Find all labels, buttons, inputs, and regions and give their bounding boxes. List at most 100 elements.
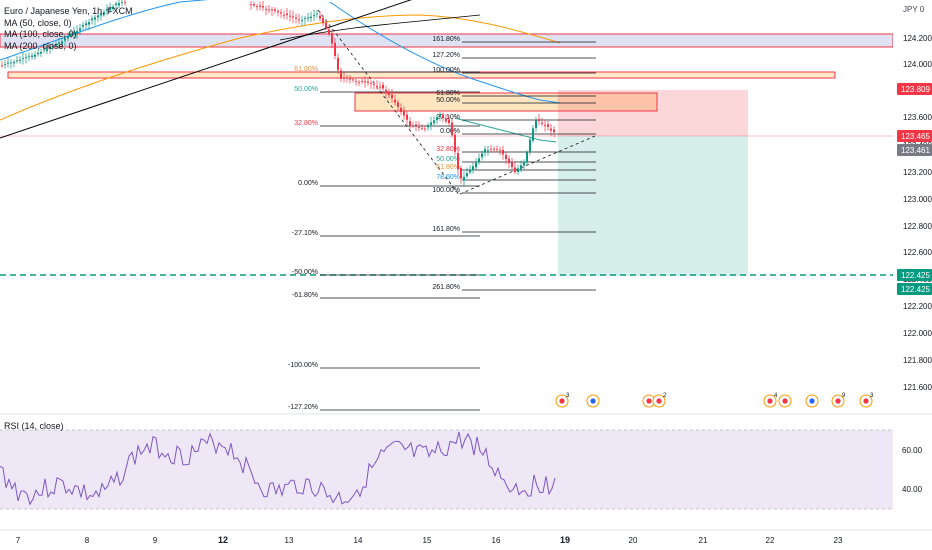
event-dot xyxy=(782,398,788,404)
candle-body xyxy=(109,8,111,11)
legend-ma-100[interactable]: MA (100, close, 0) xyxy=(4,29,77,40)
candle-body xyxy=(346,77,348,79)
candle-body xyxy=(448,119,450,124)
candle-body xyxy=(280,12,282,14)
candle-body xyxy=(496,148,498,150)
currency-value: 0 xyxy=(919,5,925,14)
candle-body xyxy=(82,25,84,27)
price-tick: 123.200 xyxy=(903,168,932,177)
candle-body xyxy=(268,9,270,11)
candle-body xyxy=(274,9,276,11)
price-tick: 123.600 xyxy=(903,113,932,122)
time-label: 20 xyxy=(629,536,638,545)
fib-level-label: -127.20% xyxy=(288,404,318,411)
fib-level-label: -27.10% xyxy=(292,230,318,237)
position-target-zone[interactable] xyxy=(558,136,748,276)
entry-zone[interactable] xyxy=(354,92,658,112)
price-tick: 121.600 xyxy=(903,383,932,392)
fib-retracement-lower[interactable]: 32.80% 50.00%61.80% 78.60% 100.00% 161.80% 26… xyxy=(432,146,596,291)
candle-body xyxy=(19,60,21,62)
fib-level-label: 32.80% xyxy=(294,120,318,127)
candle-body xyxy=(61,41,63,44)
price-badge xyxy=(897,283,932,295)
candle-body xyxy=(400,107,402,113)
candle-body xyxy=(445,118,447,122)
candle-body xyxy=(439,114,441,118)
candle-body xyxy=(250,4,252,5)
candle-body xyxy=(385,89,387,93)
fib-level-label: 50.00% xyxy=(436,156,460,163)
candle-body xyxy=(316,13,318,15)
fib-retracement-upper[interactable]: 161.80% 127.20% 100.00% 61.80%50.00% 27.10% 0… xyxy=(432,36,596,135)
price-tick: 122.200 xyxy=(903,302,932,311)
candle-body xyxy=(553,129,555,133)
candle-body xyxy=(295,17,297,19)
candle-body xyxy=(31,55,33,57)
price-tick: 124.200 xyxy=(903,34,932,43)
ma-50-line xyxy=(0,0,209,61)
candle-body xyxy=(70,33,72,36)
candle-body xyxy=(391,94,393,99)
fib-level-label: 100.00% xyxy=(432,67,460,74)
time-label: 8 xyxy=(85,536,90,545)
candle-body xyxy=(451,122,453,136)
candle-body xyxy=(79,28,81,31)
currency-label[interactable]: JPY 0 xyxy=(903,5,924,14)
candle-body xyxy=(529,139,531,152)
candle-body xyxy=(349,78,351,80)
time-label: 9 xyxy=(153,536,158,545)
symbol-title[interactable]: Euro / Japanese Yen, 1h, FXCM xyxy=(4,6,133,16)
economic-events[interactable]: 3 2 4 9 3 xyxy=(555,393,874,408)
candle-body xyxy=(277,11,279,13)
candle-body xyxy=(13,62,15,64)
candle-body xyxy=(256,6,258,8)
time-axis[interactable]: 7 8 9 12 13 14 15 16 19 20 21 22 23 xyxy=(16,535,843,545)
candle-body xyxy=(442,115,444,119)
candle-body xyxy=(22,57,24,59)
price-tick: 122.800 xyxy=(903,222,932,231)
fib-level-label: 161.80% xyxy=(432,36,460,43)
candle-body xyxy=(508,158,510,164)
resistance-zone-mid[interactable] xyxy=(7,71,836,79)
time-label: 22 xyxy=(766,536,775,545)
candle-body xyxy=(97,15,99,18)
candle-body xyxy=(40,51,42,54)
candle-body xyxy=(460,168,462,179)
price-badge xyxy=(897,144,932,156)
candle-body xyxy=(106,9,108,11)
trend-line[interactable] xyxy=(0,0,440,139)
candle-body xyxy=(409,121,411,126)
candle-body xyxy=(550,128,552,131)
candle-body xyxy=(64,38,66,41)
position-stop-zone[interactable] xyxy=(558,90,748,136)
fib-level-label: 32.80% xyxy=(436,146,460,153)
candle-body xyxy=(328,29,330,35)
candle-body xyxy=(532,128,534,141)
fib-level-label: 127.20% xyxy=(432,52,460,59)
candle-body xyxy=(475,162,477,168)
candle-body xyxy=(58,42,60,44)
candle-body xyxy=(538,119,540,122)
rsi-tick-60: 60.00 xyxy=(902,446,923,455)
time-label: 19 xyxy=(560,535,570,545)
price-badges: 123.809 123.465 123.461 122.425 122.425 xyxy=(897,83,932,295)
ma-50-line-continued xyxy=(329,1,561,104)
candle-body xyxy=(112,6,114,9)
fib-level-label: -61.80% xyxy=(292,292,318,299)
fib-level-label: 61.80% xyxy=(294,66,318,73)
fib-retracement-left[interactable]: 61.80%50.00%32.80%0.00%-27.10%-50.00%-61… xyxy=(288,66,480,411)
event-count: 3 xyxy=(870,393,874,399)
price-badge xyxy=(897,83,932,95)
price-badge xyxy=(897,130,932,142)
legend-ma-50[interactable]: MA (50, close, 0) xyxy=(4,17,72,28)
resistance-zone-top[interactable] xyxy=(0,33,893,48)
rsi-legend[interactable]: RSI (14, close) xyxy=(4,421,64,431)
event-dot xyxy=(835,398,841,404)
candle-body xyxy=(286,13,288,15)
fib-level-label: 50.00% xyxy=(294,86,318,93)
candle-body xyxy=(379,86,381,88)
candle-body xyxy=(523,161,525,166)
legend-ma-200[interactable]: MA (200, close, 0) xyxy=(4,40,77,51)
